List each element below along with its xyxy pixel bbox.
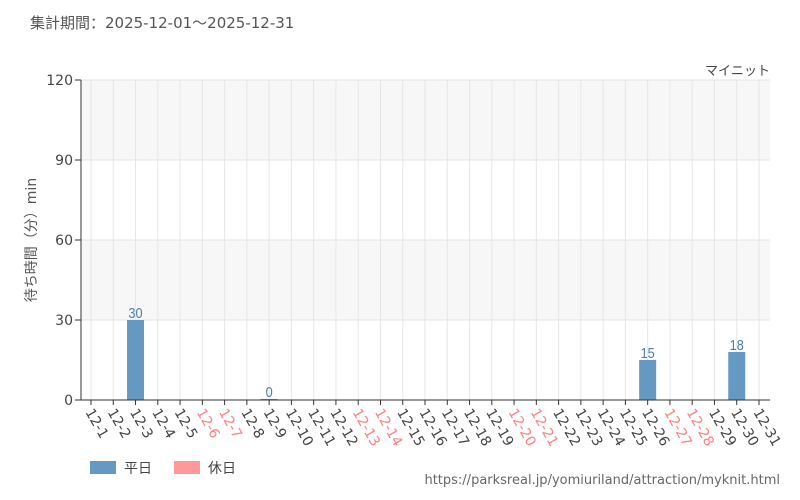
y-tick-label: 120 bbox=[46, 73, 73, 89]
legend-swatch bbox=[90, 461, 116, 474]
legend-item-weekday[interactable]: 平日 bbox=[90, 458, 152, 478]
bar-value-label: 0 bbox=[266, 383, 273, 400]
bar-value-label: 30 bbox=[128, 304, 142, 321]
bar-value-label: 15 bbox=[641, 344, 655, 361]
source-url: https://parksreal.jp/yomiuriland/attract… bbox=[424, 473, 780, 488]
legend-item-holiday[interactable]: 休日 bbox=[174, 458, 236, 478]
y-tick-label: 60 bbox=[55, 233, 73, 249]
bar-value-label: 18 bbox=[730, 336, 744, 353]
legend-label: 休日 bbox=[208, 461, 236, 477]
y-tick-label: 0 bbox=[64, 393, 73, 409]
bar bbox=[639, 360, 657, 400]
legend-swatch bbox=[174, 461, 200, 474]
bar bbox=[127, 320, 145, 400]
y-tick-label: 30 bbox=[55, 313, 73, 329]
legend-label: 平日 bbox=[124, 461, 152, 477]
y-axis-label: 待ち時間（分）min bbox=[24, 178, 40, 302]
legend: 平日 休日 bbox=[90, 458, 236, 478]
chart-title: 集計期間：2025-12-01〜2025-12-31 bbox=[30, 14, 295, 32]
bar bbox=[728, 352, 746, 400]
attraction-label: マイニット bbox=[704, 64, 770, 79]
y-tick-label: 90 bbox=[55, 153, 73, 169]
